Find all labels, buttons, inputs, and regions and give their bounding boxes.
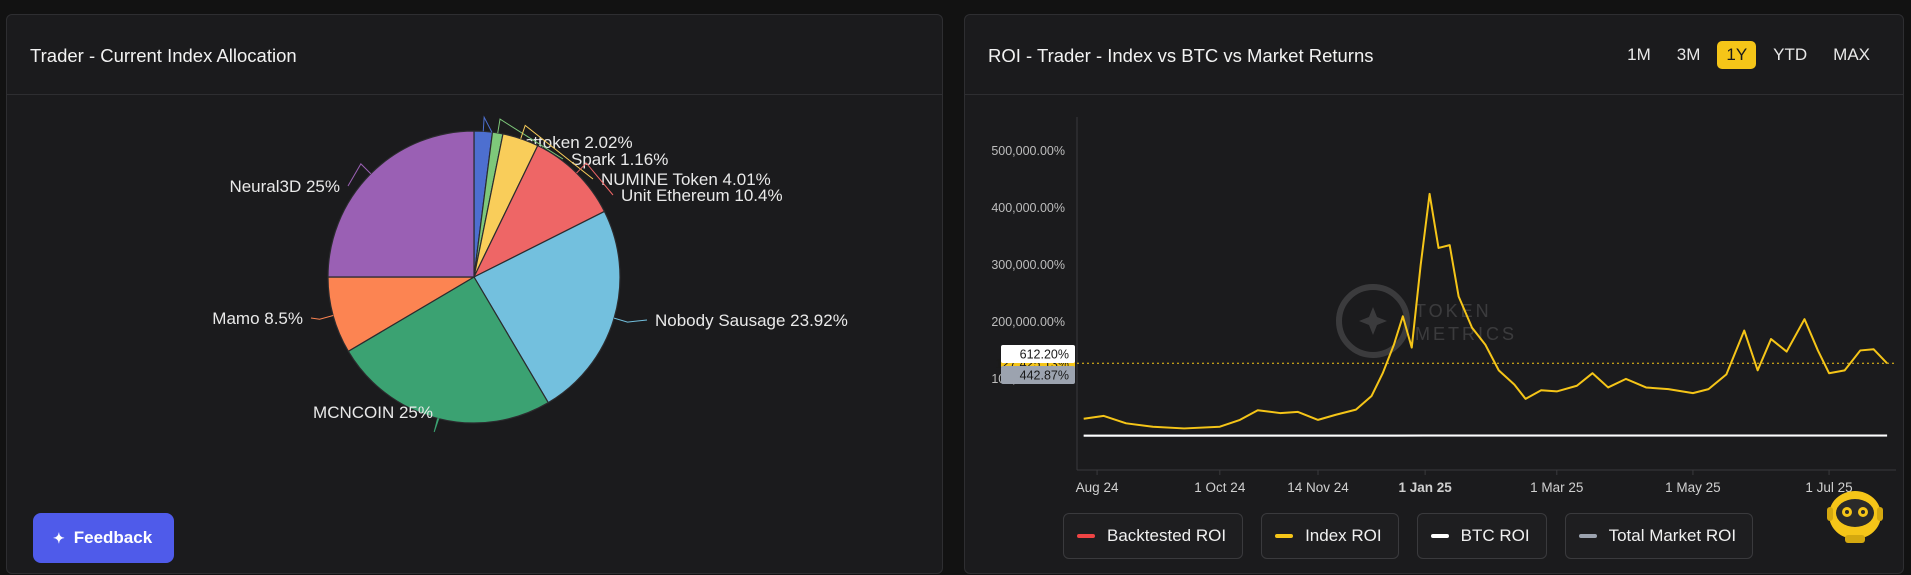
sparkle-icon: ✦ [53, 530, 65, 547]
watermark-text: TOKEN [1415, 301, 1492, 321]
pie-slice-label: Mamo 8.5% [212, 309, 303, 328]
pie-connector [614, 318, 647, 322]
roi-panel-title: ROI - Trader - Index vs BTC vs Market Re… [988, 45, 1374, 67]
legend-label: BTC ROI [1461, 526, 1530, 546]
legend-label: Total Market ROI [1609, 526, 1737, 546]
x-tick-label: 14 Nov 24 [1287, 480, 1349, 495]
range-tab-3m[interactable]: 3M [1668, 41, 1710, 69]
y-tick-label: 200,000.00% [991, 315, 1065, 329]
legend-total-market-roi[interactable]: Total Market ROI [1565, 513, 1754, 559]
y-tick-label: 500,000.00% [991, 144, 1065, 158]
range-tab-max[interactable]: MAX [1824, 41, 1879, 69]
feedback-label: Feedback [74, 528, 152, 548]
legend-swatch [1275, 534, 1293, 538]
pie-slice [328, 131, 474, 277]
roi-panel-header: ROI - Trader - Index vs BTC vs Market Re… [965, 15, 1903, 95]
assistant-robot-icon[interactable] [1823, 483, 1887, 547]
x-tick-label: Aug 24 [1076, 480, 1119, 495]
legend-backtested-roi[interactable]: Backtested ROI [1063, 513, 1243, 559]
legend-index-roi[interactable]: Index ROI [1261, 513, 1399, 559]
y-tick-label: 400,000.00% [991, 201, 1065, 215]
x-tick-label: 1 Oct 24 [1194, 480, 1246, 495]
range-tab-1y[interactable]: 1Y [1717, 41, 1756, 69]
watermark-text: METRICS [1415, 324, 1517, 344]
allocation-panel-header: Trader - Current Index Allocation [7, 15, 942, 95]
allocation-panel-title: Trader - Current Index Allocation [30, 45, 297, 67]
watermark: TOKEN METRICS [1339, 287, 1517, 355]
range-tab-1m[interactable]: 1M [1618, 41, 1660, 69]
x-tick-label: 1 Jan 25 [1398, 480, 1452, 495]
legend-swatch [1077, 534, 1095, 538]
allocation-pie-chart: Fasttoken 2.02%Spark 1.16%NUMINE Token 4… [7, 95, 942, 575]
roi-legend: Backtested ROI Index ROI BTC ROI Total M… [1063, 513, 1753, 559]
legend-swatch [1431, 534, 1449, 538]
roi-panel: ROI - Trader - Index vs BTC vs Market Re… [964, 14, 1904, 574]
legend-label: Backtested ROI [1107, 526, 1226, 546]
pie-slice-label: Nobody Sausage 23.92% [655, 311, 848, 330]
market-current-badge: 442.87% [1020, 369, 1069, 383]
allocation-panel: Trader - Current Index Allocation Fastto… [6, 14, 943, 574]
btc-current-badge: 612.20% [1020, 348, 1069, 362]
pie-slice-label: Unit Ethereum 10.4% [621, 186, 783, 205]
time-range-tabs: 1M 3M 1Y YTD MAX [1618, 41, 1879, 69]
legend-btc-roi[interactable]: BTC ROI [1417, 513, 1547, 559]
pie-slice-label: Spark 1.16% [571, 150, 668, 169]
y-tick-label: 300,000.00% [991, 258, 1065, 272]
feedback-button[interactable]: ✦ Feedback [33, 513, 174, 563]
watermark-star [1359, 307, 1387, 335]
roi-line-chart: TOKENMETRICS100,000.00%200,000.00%300,00… [965, 95, 1903, 505]
pie-slice-label: MCNCOIN 25% [313, 403, 433, 422]
range-tab-ytd[interactable]: YTD [1764, 41, 1816, 69]
legend-swatch [1579, 534, 1597, 538]
x-tick-label: 1 May 25 [1665, 480, 1721, 495]
pie-slice-label: Neural3D 25% [229, 177, 340, 196]
x-tick-label: 1 Mar 25 [1530, 480, 1583, 495]
legend-label: Index ROI [1305, 526, 1382, 546]
pie-connector [311, 315, 333, 319]
